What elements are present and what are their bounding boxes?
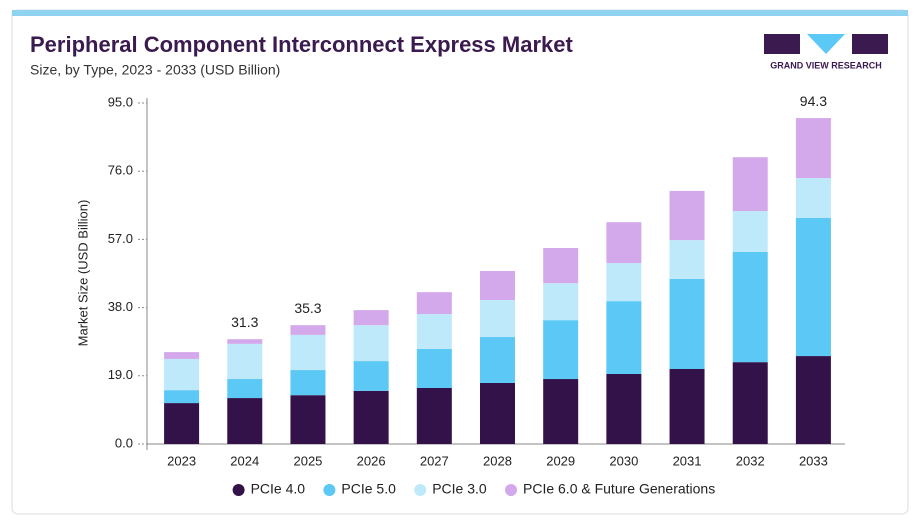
bar-segment — [606, 374, 642, 444]
y-tick-label: 57.0 — [108, 231, 133, 246]
bar-segment — [290, 395, 326, 444]
bar-segment — [416, 388, 452, 444]
bar-segment — [164, 390, 200, 404]
legend-swatch — [323, 484, 336, 496]
x-tick-label: 2025 — [293, 453, 322, 468]
bar-segment — [669, 368, 705, 444]
bar-segment — [795, 217, 831, 357]
logo-block — [764, 34, 800, 54]
legend-label: PCIe 3.0 — [432, 481, 487, 497]
y-tick-label: 19.0 — [108, 367, 133, 382]
logo-triangle — [807, 34, 845, 54]
bar-segment — [353, 390, 389, 444]
bar-segment — [669, 190, 705, 241]
legend-swatch — [232, 484, 245, 496]
bar-segment — [543, 320, 579, 380]
x-tick-label: 2028 — [483, 453, 512, 468]
bar-segment — [164, 358, 200, 391]
bar-segment — [480, 337, 515, 383]
bar-segment — [290, 370, 326, 396]
bar-segment — [227, 398, 263, 444]
bar-segment — [606, 263, 642, 302]
card-top-bar — [12, 10, 908, 16]
total-label: 94.3 — [800, 93, 827, 109]
bar-segment — [164, 403, 200, 444]
legend-swatch — [414, 484, 427, 496]
y-tick-label: 38.0 — [108, 299, 133, 314]
bar-segment — [480, 382, 515, 444]
bar-segment — [353, 361, 389, 391]
bar-segment — [606, 301, 642, 375]
bar-segment — [732, 251, 768, 363]
x-tick-label: 2032 — [736, 453, 765, 468]
bar-segment — [669, 278, 705, 369]
bar-segment — [353, 310, 389, 326]
total-label: 35.3 — [294, 300, 321, 316]
bar-segment — [543, 283, 579, 321]
logo-block — [852, 34, 888, 54]
bar-segment — [480, 270, 515, 301]
x-tick-label: 2031 — [673, 453, 702, 468]
card — [11, 9, 909, 515]
chart-subtitle: Size, by Type, 2023 - 2033 (USD Billion) — [30, 62, 280, 78]
bar-segment — [227, 379, 263, 399]
x-tick-label: 2029 — [546, 453, 575, 468]
bar-segment — [732, 362, 768, 444]
bar-segment — [795, 178, 831, 218]
y-tick-label: 95.0 — [108, 94, 133, 109]
bar-segment — [227, 343, 263, 380]
bar-segment — [795, 118, 831, 179]
x-tick-label: 2033 — [799, 453, 828, 468]
bar-segment — [543, 379, 579, 444]
logo-text: GRAND VIEW RESEARCH — [770, 60, 882, 70]
bar-segment — [164, 352, 200, 359]
x-tick-label: 2030 — [609, 453, 638, 468]
x-tick-label: 2023 — [167, 453, 196, 468]
bar-segment — [669, 240, 705, 279]
bar-segment — [732, 211, 768, 252]
logo: GRAND VIEW RESEARCH — [764, 34, 888, 70]
bar-segment — [416, 348, 452, 389]
bar-segment — [416, 314, 452, 349]
bar-segment — [290, 325, 326, 335]
x-tick-label: 2024 — [230, 453, 259, 468]
bar-segment — [227, 339, 263, 344]
total-label: 31.3 — [231, 314, 258, 330]
bar-segment — [416, 292, 452, 315]
x-tick-label: 2026 — [357, 453, 386, 468]
legend-label: PCIe 5.0 — [341, 481, 396, 497]
legend-label: PCIe 6.0 & Future Generations — [523, 481, 715, 497]
bar-segment — [606, 222, 642, 264]
bar-segment — [290, 334, 326, 371]
y-tick-label: 76.0 — [108, 163, 133, 178]
bar-segment — [732, 157, 768, 212]
bar-segment — [480, 300, 515, 338]
y-tick-label: 0.0 — [115, 435, 133, 450]
legend-label: PCIe 4.0 — [251, 481, 306, 497]
bar-segment — [795, 356, 831, 444]
x-tick-label: 2027 — [420, 453, 449, 468]
chart-title: Peripheral Component Interconnect Expres… — [30, 32, 573, 57]
y-axis-label: Market Size (USD Billion) — [75, 200, 90, 347]
bar-segment — [353, 325, 389, 362]
bar-segment — [543, 248, 579, 284]
legend-swatch — [505, 484, 517, 496]
